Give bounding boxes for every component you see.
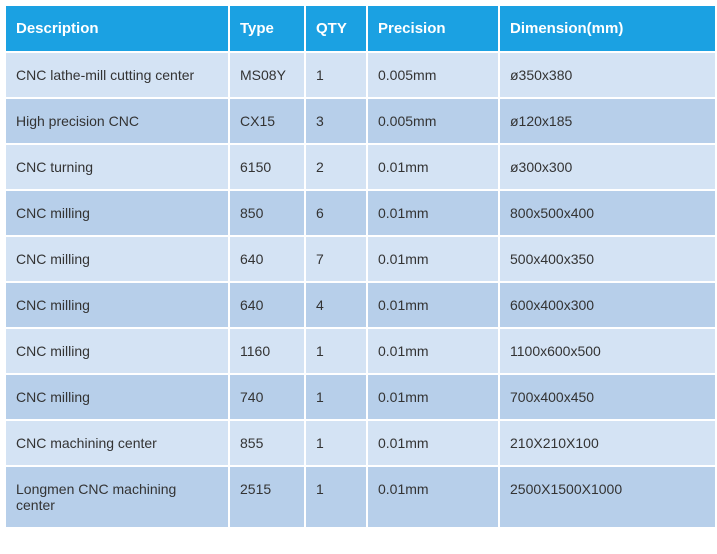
cell-qty: 1 (306, 375, 366, 419)
table-row: CNC milling64040.01mm600x400x300 (6, 283, 715, 327)
cell-type: 855 (230, 421, 304, 465)
cell-desc: CNC milling (6, 329, 228, 373)
equipment-table: DescriptionTypeQTYPrecisionDimension(mm)… (4, 4, 717, 529)
cell-dim: 700x400x450 (500, 375, 715, 419)
cell-desc: Longmen CNC machining center (6, 467, 228, 527)
table-row: Longmen CNC machining center251510.01mm2… (6, 467, 715, 527)
cell-type: 2515 (230, 467, 304, 527)
cell-prec: 0.005mm (368, 53, 498, 97)
cell-type: 1160 (230, 329, 304, 373)
cell-prec: 0.01mm (368, 237, 498, 281)
cell-type: 850 (230, 191, 304, 235)
cell-dim: 800x500x400 (500, 191, 715, 235)
cell-qty: 1 (306, 53, 366, 97)
cell-prec: 0.01mm (368, 145, 498, 189)
cell-prec: 0.01mm (368, 421, 498, 465)
cell-qty: 1 (306, 467, 366, 527)
cell-type: 6150 (230, 145, 304, 189)
cell-desc: CNC milling (6, 191, 228, 235)
cell-dim: ø120x185 (500, 99, 715, 143)
cell-prec: 0.01mm (368, 191, 498, 235)
col-header-qty: QTY (306, 6, 366, 51)
cell-dim: 600x400x300 (500, 283, 715, 327)
cell-type: 640 (230, 283, 304, 327)
cell-desc: CNC lathe-mill cutting center (6, 53, 228, 97)
cell-dim: 500x400x350 (500, 237, 715, 281)
cell-prec: 0.01mm (368, 467, 498, 527)
table-row: CNC turning615020.01mmø300x300 (6, 145, 715, 189)
cell-desc: CNC milling (6, 375, 228, 419)
col-header-dim: Dimension(mm) (500, 6, 715, 51)
cell-qty: 6 (306, 191, 366, 235)
table-row: CNC lathe-mill cutting centerMS08Y10.005… (6, 53, 715, 97)
cell-qty: 1 (306, 421, 366, 465)
col-header-prec: Precision (368, 6, 498, 51)
table-row: High precision CNCCX1530.005mmø120x185 (6, 99, 715, 143)
cell-qty: 2 (306, 145, 366, 189)
table-row: CNC milling116010.01mm1100x600x500 (6, 329, 715, 373)
cell-dim: ø300x300 (500, 145, 715, 189)
col-header-type: Type (230, 6, 304, 51)
table-body: CNC lathe-mill cutting centerMS08Y10.005… (6, 53, 715, 527)
table-header-row: DescriptionTypeQTYPrecisionDimension(mm) (6, 6, 715, 51)
cell-desc: CNC turning (6, 145, 228, 189)
cell-qty: 1 (306, 329, 366, 373)
cell-prec: 0.005mm (368, 99, 498, 143)
cell-type: 640 (230, 237, 304, 281)
cell-desc: CNC machining center (6, 421, 228, 465)
table-row: CNC milling85060.01mm800x500x400 (6, 191, 715, 235)
cell-qty: 7 (306, 237, 366, 281)
cell-prec: 0.01mm (368, 375, 498, 419)
cell-type: MS08Y (230, 53, 304, 97)
cell-type: CX15 (230, 99, 304, 143)
table-row: CNC milling64070.01mm500x400x350 (6, 237, 715, 281)
cell-dim: 1100x600x500 (500, 329, 715, 373)
cell-prec: 0.01mm (368, 329, 498, 373)
table-row: CNC milling74010.01mm700x400x450 (6, 375, 715, 419)
cell-desc: CNC milling (6, 283, 228, 327)
cell-type: 740 (230, 375, 304, 419)
cell-qty: 3 (306, 99, 366, 143)
cell-desc: High precision CNC (6, 99, 228, 143)
cell-dim: ø350x380 (500, 53, 715, 97)
cell-desc: CNC milling (6, 237, 228, 281)
cell-prec: 0.01mm (368, 283, 498, 327)
col-header-desc: Description (6, 6, 228, 51)
cell-dim: 2500X1500X1000 (500, 467, 715, 527)
cell-qty: 4 (306, 283, 366, 327)
table-row: CNC machining center85510.01mm210X210X10… (6, 421, 715, 465)
cell-dim: 210X210X100 (500, 421, 715, 465)
